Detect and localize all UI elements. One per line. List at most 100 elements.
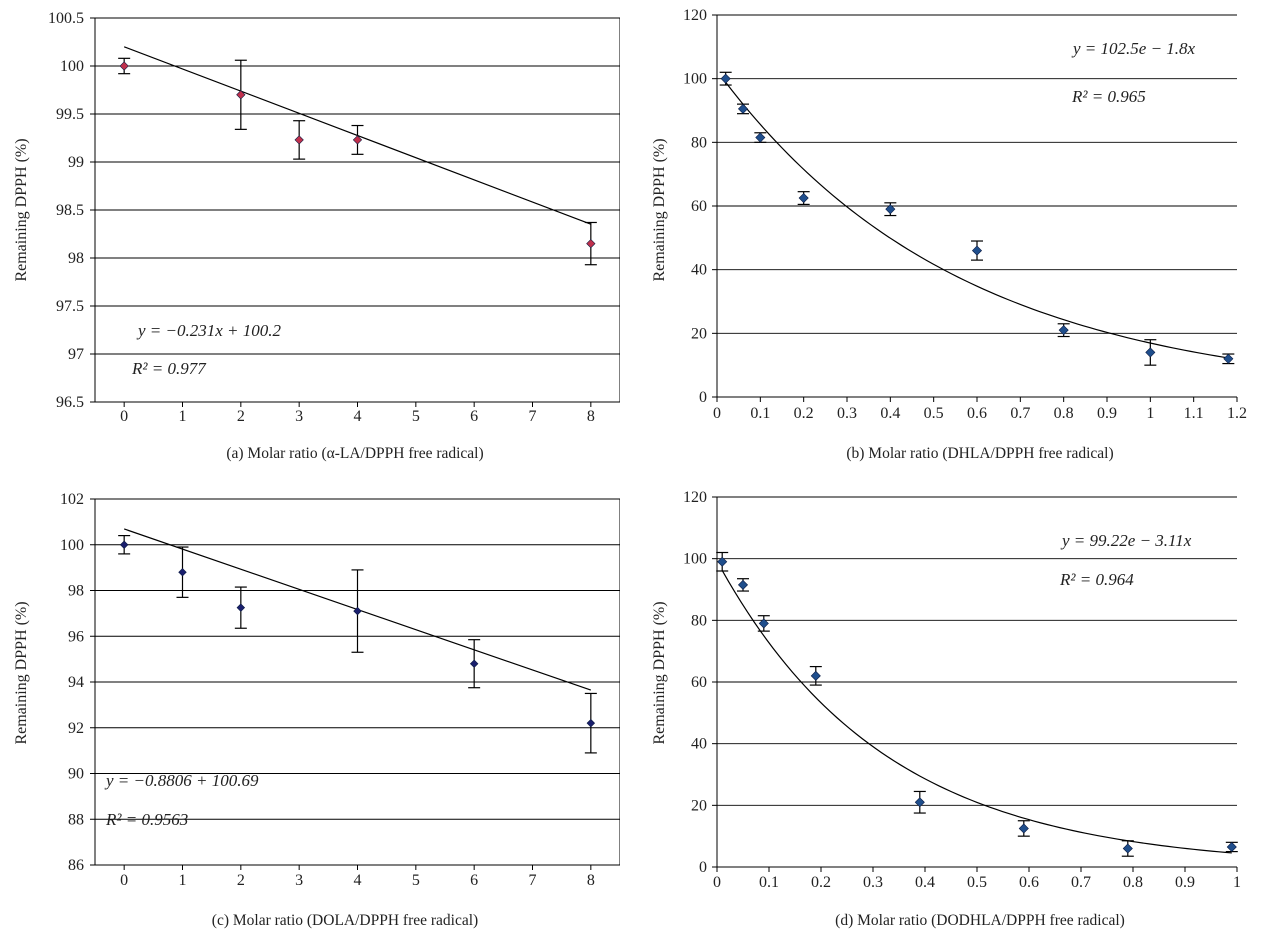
x-tick-label: 0.6 bbox=[1019, 874, 1039, 891]
y-axis-label: Remaining DPPH (%) bbox=[13, 601, 30, 744]
chart-panel-c: 86 88 90 92 94 96 98 100 102 0 1 2 3 4 5 6 7 8 Remaining … bbox=[0, 467, 621, 939]
data-point bbox=[1018, 823, 1029, 834]
x-tick-label: 7 bbox=[529, 872, 537, 889]
x-tick-label: 3 bbox=[295, 408, 303, 425]
data-point bbox=[914, 797, 925, 808]
data-point bbox=[236, 603, 246, 612]
y-tick-label: 90 bbox=[68, 766, 84, 783]
chart-d: 0 20 40 60 80 100 120 0 0.1 0.2 0.3 0.4 0.5 0.6 0.7 0.8… bbox=[651, 489, 1241, 929]
data-point bbox=[1058, 325, 1069, 336]
y-tick-label: 60 bbox=[691, 674, 707, 691]
x-tick-label: 0.6 bbox=[967, 405, 987, 422]
y-tick-label: 99.5 bbox=[56, 106, 84, 123]
y-tick-label: 100 bbox=[60, 537, 84, 554]
x-tick-label: 2 bbox=[237, 872, 245, 889]
data-point bbox=[971, 245, 983, 256]
data-point bbox=[353, 606, 362, 616]
x-tick-label: 7 bbox=[529, 408, 537, 425]
data-point bbox=[758, 618, 769, 629]
x-tick-label: 6 bbox=[470, 872, 478, 889]
chart-b: 0 20 40 60 80 100 120 0 0.1 0.2 0.3 0.4 0.5 0.6 0.7 0.8… bbox=[651, 7, 1247, 462]
x-tick-label: 0.8 bbox=[1123, 874, 1143, 891]
x-tick-label: 3 bbox=[295, 872, 303, 889]
fit-r2: R² = 0.965 bbox=[1071, 87, 1146, 106]
data-point bbox=[469, 659, 479, 668]
y-tick-label: 20 bbox=[691, 797, 707, 814]
x-tick-label: 0.8 bbox=[1054, 405, 1074, 422]
data-point bbox=[178, 567, 187, 577]
data-point bbox=[755, 132, 766, 143]
x-tick-label: 0.7 bbox=[1010, 405, 1030, 422]
data-point bbox=[1122, 843, 1133, 854]
x-tick-label: 0.2 bbox=[794, 405, 814, 422]
y-tick-label: 92 bbox=[68, 720, 84, 737]
x-tick-label: 8 bbox=[587, 872, 595, 889]
x-tick-label: 0.4 bbox=[880, 405, 900, 422]
data-point bbox=[236, 90, 246, 100]
y-tick-label: 98 bbox=[68, 250, 84, 267]
y-tick-label: 0 bbox=[699, 389, 707, 406]
chart-panel-d: 0 20 40 60 80 100 120 0 0.1 0.2 0.3 0.4 0.5 0.6 0.7 0.8… bbox=[640, 467, 1261, 939]
data-point bbox=[352, 135, 363, 145]
x-tick-label: 2 bbox=[237, 408, 245, 425]
fit-r2: R² = 0.964 bbox=[1059, 570, 1134, 589]
x-tick-label: 0 bbox=[120, 872, 128, 889]
data-point bbox=[119, 540, 129, 549]
chart-caption: (a) Molar ratio (α-LA/DPPH free radical) bbox=[226, 445, 483, 462]
y-tick-label: 100 bbox=[683, 71, 707, 88]
y-tick-label: 96 bbox=[68, 628, 84, 645]
chart-panel-b: 0 20 40 60 80 100 120 0 0.1 0.2 0.3 0.4 0.5 0.6 0.7 0.8… bbox=[640, 0, 1261, 472]
data-point bbox=[1145, 347, 1156, 358]
y-tick-label: 88 bbox=[68, 811, 84, 828]
y-tick-label: 40 bbox=[691, 262, 707, 279]
y-tick-label: 100 bbox=[683, 551, 707, 568]
x-tick-label: 0.2 bbox=[811, 874, 831, 891]
y-tick-label: 80 bbox=[691, 134, 707, 151]
x-tick-label: 0.4 bbox=[915, 874, 935, 891]
chart-c: 86 88 90 92 94 96 98 100 102 0 1 2 3 4 5 6 7 8 Remaining … bbox=[13, 491, 621, 929]
y-tick-label: 60 bbox=[691, 198, 707, 215]
x-tick-label: 0.5 bbox=[967, 874, 987, 891]
x-tick-label: 4 bbox=[354, 408, 362, 425]
y-tick-label: 99 bbox=[68, 154, 84, 171]
fit-r2: R² = 0.9563 bbox=[105, 810, 188, 829]
x-tick-label: 0.9 bbox=[1175, 874, 1195, 891]
x-tick-label: 8 bbox=[587, 408, 595, 425]
y-axis-label: Remaining DPPH (%) bbox=[13, 138, 30, 281]
y-tick-label: 94 bbox=[68, 674, 84, 691]
x-tick-label: 0 bbox=[120, 408, 128, 425]
data-point bbox=[737, 103, 749, 114]
chart-caption: (d) Molar ratio (DODHLA/DPPH free radica… bbox=[835, 912, 1125, 929]
data-point bbox=[810, 670, 821, 681]
data-point bbox=[720, 73, 731, 84]
data-point bbox=[717, 556, 728, 567]
y-tick-label: 80 bbox=[691, 612, 707, 629]
x-tick-label: 1.2 bbox=[1227, 405, 1247, 422]
x-tick-label: 0.1 bbox=[759, 874, 779, 891]
chart-caption: (b) Molar ratio (DHLA/DPPH free radical) bbox=[846, 445, 1113, 462]
data-point bbox=[798, 193, 809, 204]
x-tick-label: 1 bbox=[179, 872, 187, 889]
fit-equation: y = −0.231x + 100.2 bbox=[136, 321, 282, 340]
y-tick-label: 97.5 bbox=[56, 298, 84, 315]
data-point bbox=[119, 61, 129, 71]
y-tick-label: 86 bbox=[68, 857, 84, 874]
data-point bbox=[586, 238, 596, 249]
x-tick-label: 6 bbox=[470, 408, 478, 425]
x-tick-label: 0.9 bbox=[1097, 405, 1117, 422]
data-point bbox=[1226, 841, 1237, 852]
chart-caption: (c) Molar ratio (DOLA/DPPH free radical) bbox=[212, 912, 478, 929]
x-tick-label: 1.1 bbox=[1184, 405, 1204, 422]
x-tick-label: 0.5 bbox=[924, 405, 944, 422]
x-tick-label: 5 bbox=[412, 872, 420, 889]
x-tick-label: 1 bbox=[1146, 405, 1154, 422]
data-point bbox=[737, 579, 749, 590]
data-point bbox=[586, 718, 596, 728]
y-tick-label: 100 bbox=[60, 58, 84, 75]
y-axis-label: Remaining DPPH (%) bbox=[651, 601, 668, 744]
y-tick-label: 98 bbox=[68, 583, 84, 600]
x-tick-label: 1 bbox=[1233, 874, 1241, 891]
x-tick-label: 0.7 bbox=[1071, 874, 1091, 891]
y-tick-label: 20 bbox=[691, 325, 707, 342]
